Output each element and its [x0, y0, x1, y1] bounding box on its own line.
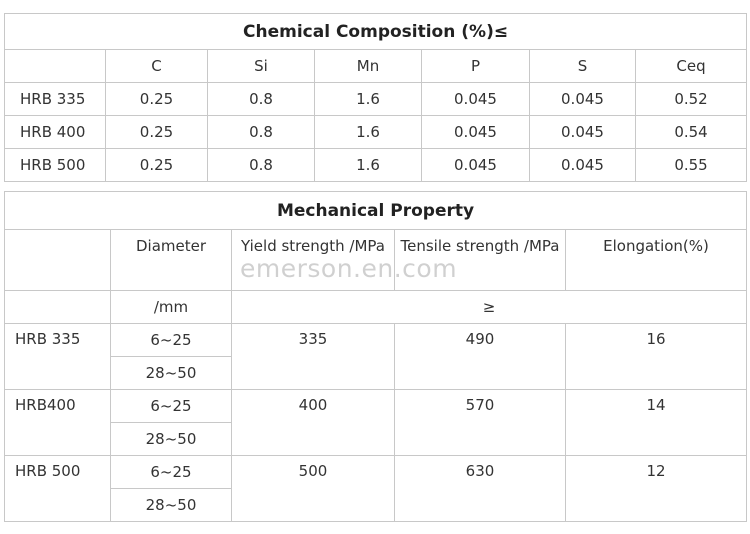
value-cell: 1.6 [314, 148, 422, 182]
chemical-header-ceq: Ceq [634, 49, 748, 83]
table-row: 28~50 [5, 356, 747, 390]
table-row: HRB 400 0.25 0.8 1.6 0.045 0.045 0.54 [4, 115, 748, 149]
value-cell: 0.25 [105, 82, 208, 116]
grade-cell: HRB 335 [4, 323, 111, 390]
table-row: HRB400 6~25 400 570 14 [4, 389, 748, 456]
diameter-cell: 28~50 [110, 488, 232, 522]
grade-cell: HRB 400 [4, 115, 106, 149]
minimum-symbol: ≥ [230, 290, 748, 324]
chemical-header-grade [4, 49, 106, 83]
table-row: HRB 500 6~25 500 630 12 [4, 455, 748, 522]
mechanical-header-yield: Yield strength /MPa [231, 229, 395, 291]
chemical-header-mn: Mn [314, 49, 422, 83]
elongation-cell: 14 [564, 389, 748, 456]
chemical-header-p: P [421, 49, 530, 83]
mechanical-title: Mechanical Property [3, 191, 748, 230]
table-row: 28~50 [5, 422, 747, 456]
table-row: HRB 335 0.25 0.8 1.6 0.045 0.045 0.52 [4, 82, 748, 116]
value-cell: 0.045 [529, 115, 636, 149]
table-row: 28~50 [5, 488, 747, 522]
table-row: HRB 500 0.25 0.8 1.6 0.045 0.045 0.55 [4, 148, 748, 182]
grade-cell: HRB400 [4, 389, 111, 456]
mechanical-title-row: Mechanical Property [3, 191, 748, 230]
mechanical-property-table: Mechanical Property Diameter Yield stren… [3, 191, 748, 522]
table-row: HRB 335 6~25 335 490 16 [4, 323, 748, 390]
value-cell: 0.8 [207, 148, 315, 182]
yield-cell: 400 [231, 389, 395, 456]
value-cell: 0.55 [634, 148, 748, 182]
value-cell: 0.045 [529, 148, 636, 182]
tensile-cell: 630 [394, 455, 566, 522]
value-cell: 0.045 [421, 148, 530, 182]
value-cell: 0.045 [421, 82, 530, 116]
mechanical-unit-row: /mm ≥ [4, 290, 748, 324]
value-cell: 0.52 [634, 82, 748, 116]
chemical-header-s: S [529, 49, 636, 83]
tensile-cell: 570 [394, 389, 566, 456]
diameter-cell: 28~50 [110, 356, 232, 390]
value-cell: 1.6 [314, 82, 422, 116]
chemical-header-c: C [105, 49, 208, 83]
value-cell: 0.045 [421, 115, 530, 149]
mechanical-header-tensile: Tensile strength /MPa [394, 229, 566, 291]
mechanical-header-grade [4, 229, 111, 291]
chemical-composition-table: Chemical Composition (%)≤ C Si Mn P S Ce… [3, 13, 748, 182]
value-cell: 0.25 [105, 115, 208, 149]
mechanical-unit-grade [4, 290, 111, 324]
chemical-title-row: Chemical Composition (%)≤ [3, 13, 748, 50]
value-cell: 1.6 [314, 115, 422, 149]
grade-cell: HRB 500 [4, 148, 106, 182]
mechanical-header-elongation: Elongation(%) [564, 229, 748, 291]
diameter-cell: 6~25 [110, 323, 232, 357]
diameter-unit: /mm [110, 290, 232, 324]
chemical-header-row: C Si Mn P S Ceq [4, 49, 748, 83]
diameter-cell: 6~25 [110, 389, 232, 423]
value-cell: 0.8 [207, 115, 315, 149]
value-cell: 0.54 [634, 115, 748, 149]
chemical-header-si: Si [207, 49, 315, 83]
value-cell: 0.8 [207, 82, 315, 116]
yield-cell: 335 [231, 323, 395, 390]
grade-cell: HRB 335 [4, 82, 106, 116]
grade-cell: HRB 500 [4, 455, 111, 522]
mechanical-header-row: Diameter Yield strength /MPa Tensile str… [4, 229, 748, 291]
value-cell: 0.045 [529, 82, 636, 116]
tensile-cell: 490 [394, 323, 566, 390]
elongation-cell: 12 [564, 455, 748, 522]
chemical-title: Chemical Composition (%)≤ [3, 13, 748, 50]
diameter-cell: 28~50 [110, 422, 232, 456]
mechanical-header-diameter: Diameter [110, 229, 232, 291]
value-cell: 0.25 [105, 148, 208, 182]
diameter-cell: 6~25 [110, 455, 232, 489]
elongation-cell: 16 [564, 323, 748, 390]
yield-cell: 500 [231, 455, 395, 522]
